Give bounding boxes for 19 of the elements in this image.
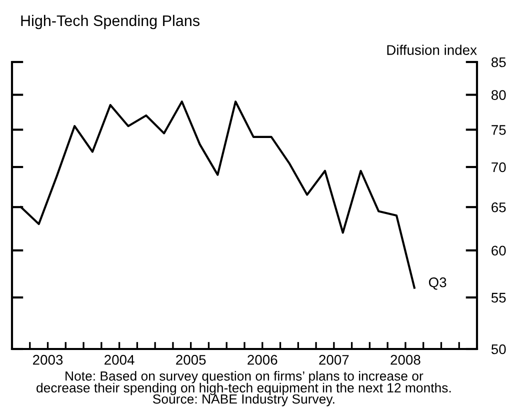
text: Note: Based on survey question on firms’ plans to increase or decrease their spending on high-tech equipment in the next 12 months. <box>36 371 451 396</box>
x-tick-label: 2004 <box>104 354 134 365</box>
x-tick-label: 2003 <box>33 354 63 365</box>
y-tick-label: 70 <box>492 162 506 172</box>
x-tick-label: 2007 <box>319 354 349 365</box>
y-tick-label: 65 <box>492 202 506 212</box>
x-tick-label: 2005 <box>176 354 206 365</box>
y-tick-label: 50 <box>491 344 506 354</box>
chart-title: High-Tech Spending Plans <box>21 14 200 30</box>
annotation: Q3 <box>428 277 446 290</box>
y-tick-label: 60 <box>492 246 506 256</box>
source-note: Source: NABE Industry Survey. <box>152 394 334 406</box>
x-tick-label: 2008 <box>390 354 420 365</box>
y-tick-label: 85 <box>491 57 506 68</box>
y-axis-title: Diffusion index <box>387 44 477 55</box>
y-tick-label: 75 <box>492 125 506 135</box>
x-tick-label: 2006 <box>248 354 278 365</box>
y-tick-label: 80 <box>491 90 506 100</box>
y-tick-label: 55 <box>491 292 506 303</box>
